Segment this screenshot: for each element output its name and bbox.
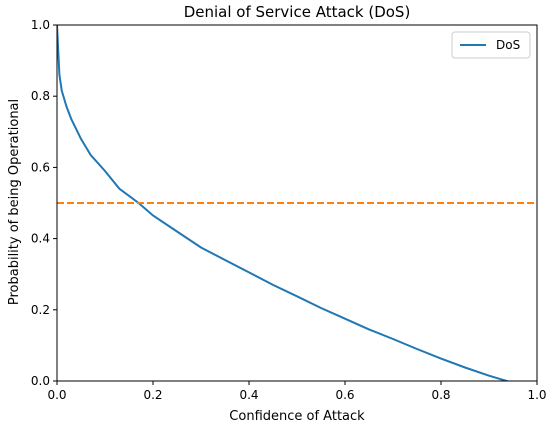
chart-title: Denial of Service Attack (DoS) <box>184 3 411 21</box>
y-tick-label: 0.4 <box>31 232 50 246</box>
y-axis: 0.0 0.2 0.4 0.6 0.8 1.0 <box>31 18 57 388</box>
x-tick-label: 0.8 <box>431 388 450 402</box>
y-tick-label: 0.8 <box>31 89 50 103</box>
legend-box <box>451 31 531 59</box>
y-tick-label: 1.0 <box>31 18 50 32</box>
y-tick-label: 0.6 <box>31 160 50 174</box>
legend: DoS <box>451 31 531 59</box>
plot-area <box>57 25 537 381</box>
x-axis: 0.0 0.2 0.4 0.6 0.8 1.0 <box>47 381 547 402</box>
x-tick-label: 0.4 <box>239 388 258 402</box>
y-tick-label: 0.2 <box>31 303 50 317</box>
y-axis-label: Probability of being Operational <box>7 99 22 305</box>
plot-frame <box>56 24 538 382</box>
series-line-dos <box>57 25 511 381</box>
y-tick-label: 0.0 <box>31 374 50 388</box>
legend-label-dos: DoS <box>496 38 520 52</box>
x-tick-label: 0.6 <box>335 388 354 402</box>
x-axis-label: Confidence of Attack <box>229 409 365 424</box>
x-tick-label: 0.0 <box>47 388 66 402</box>
x-tick-label: 0.2 <box>143 388 162 402</box>
x-tick-label: 1.0 <box>527 388 546 402</box>
